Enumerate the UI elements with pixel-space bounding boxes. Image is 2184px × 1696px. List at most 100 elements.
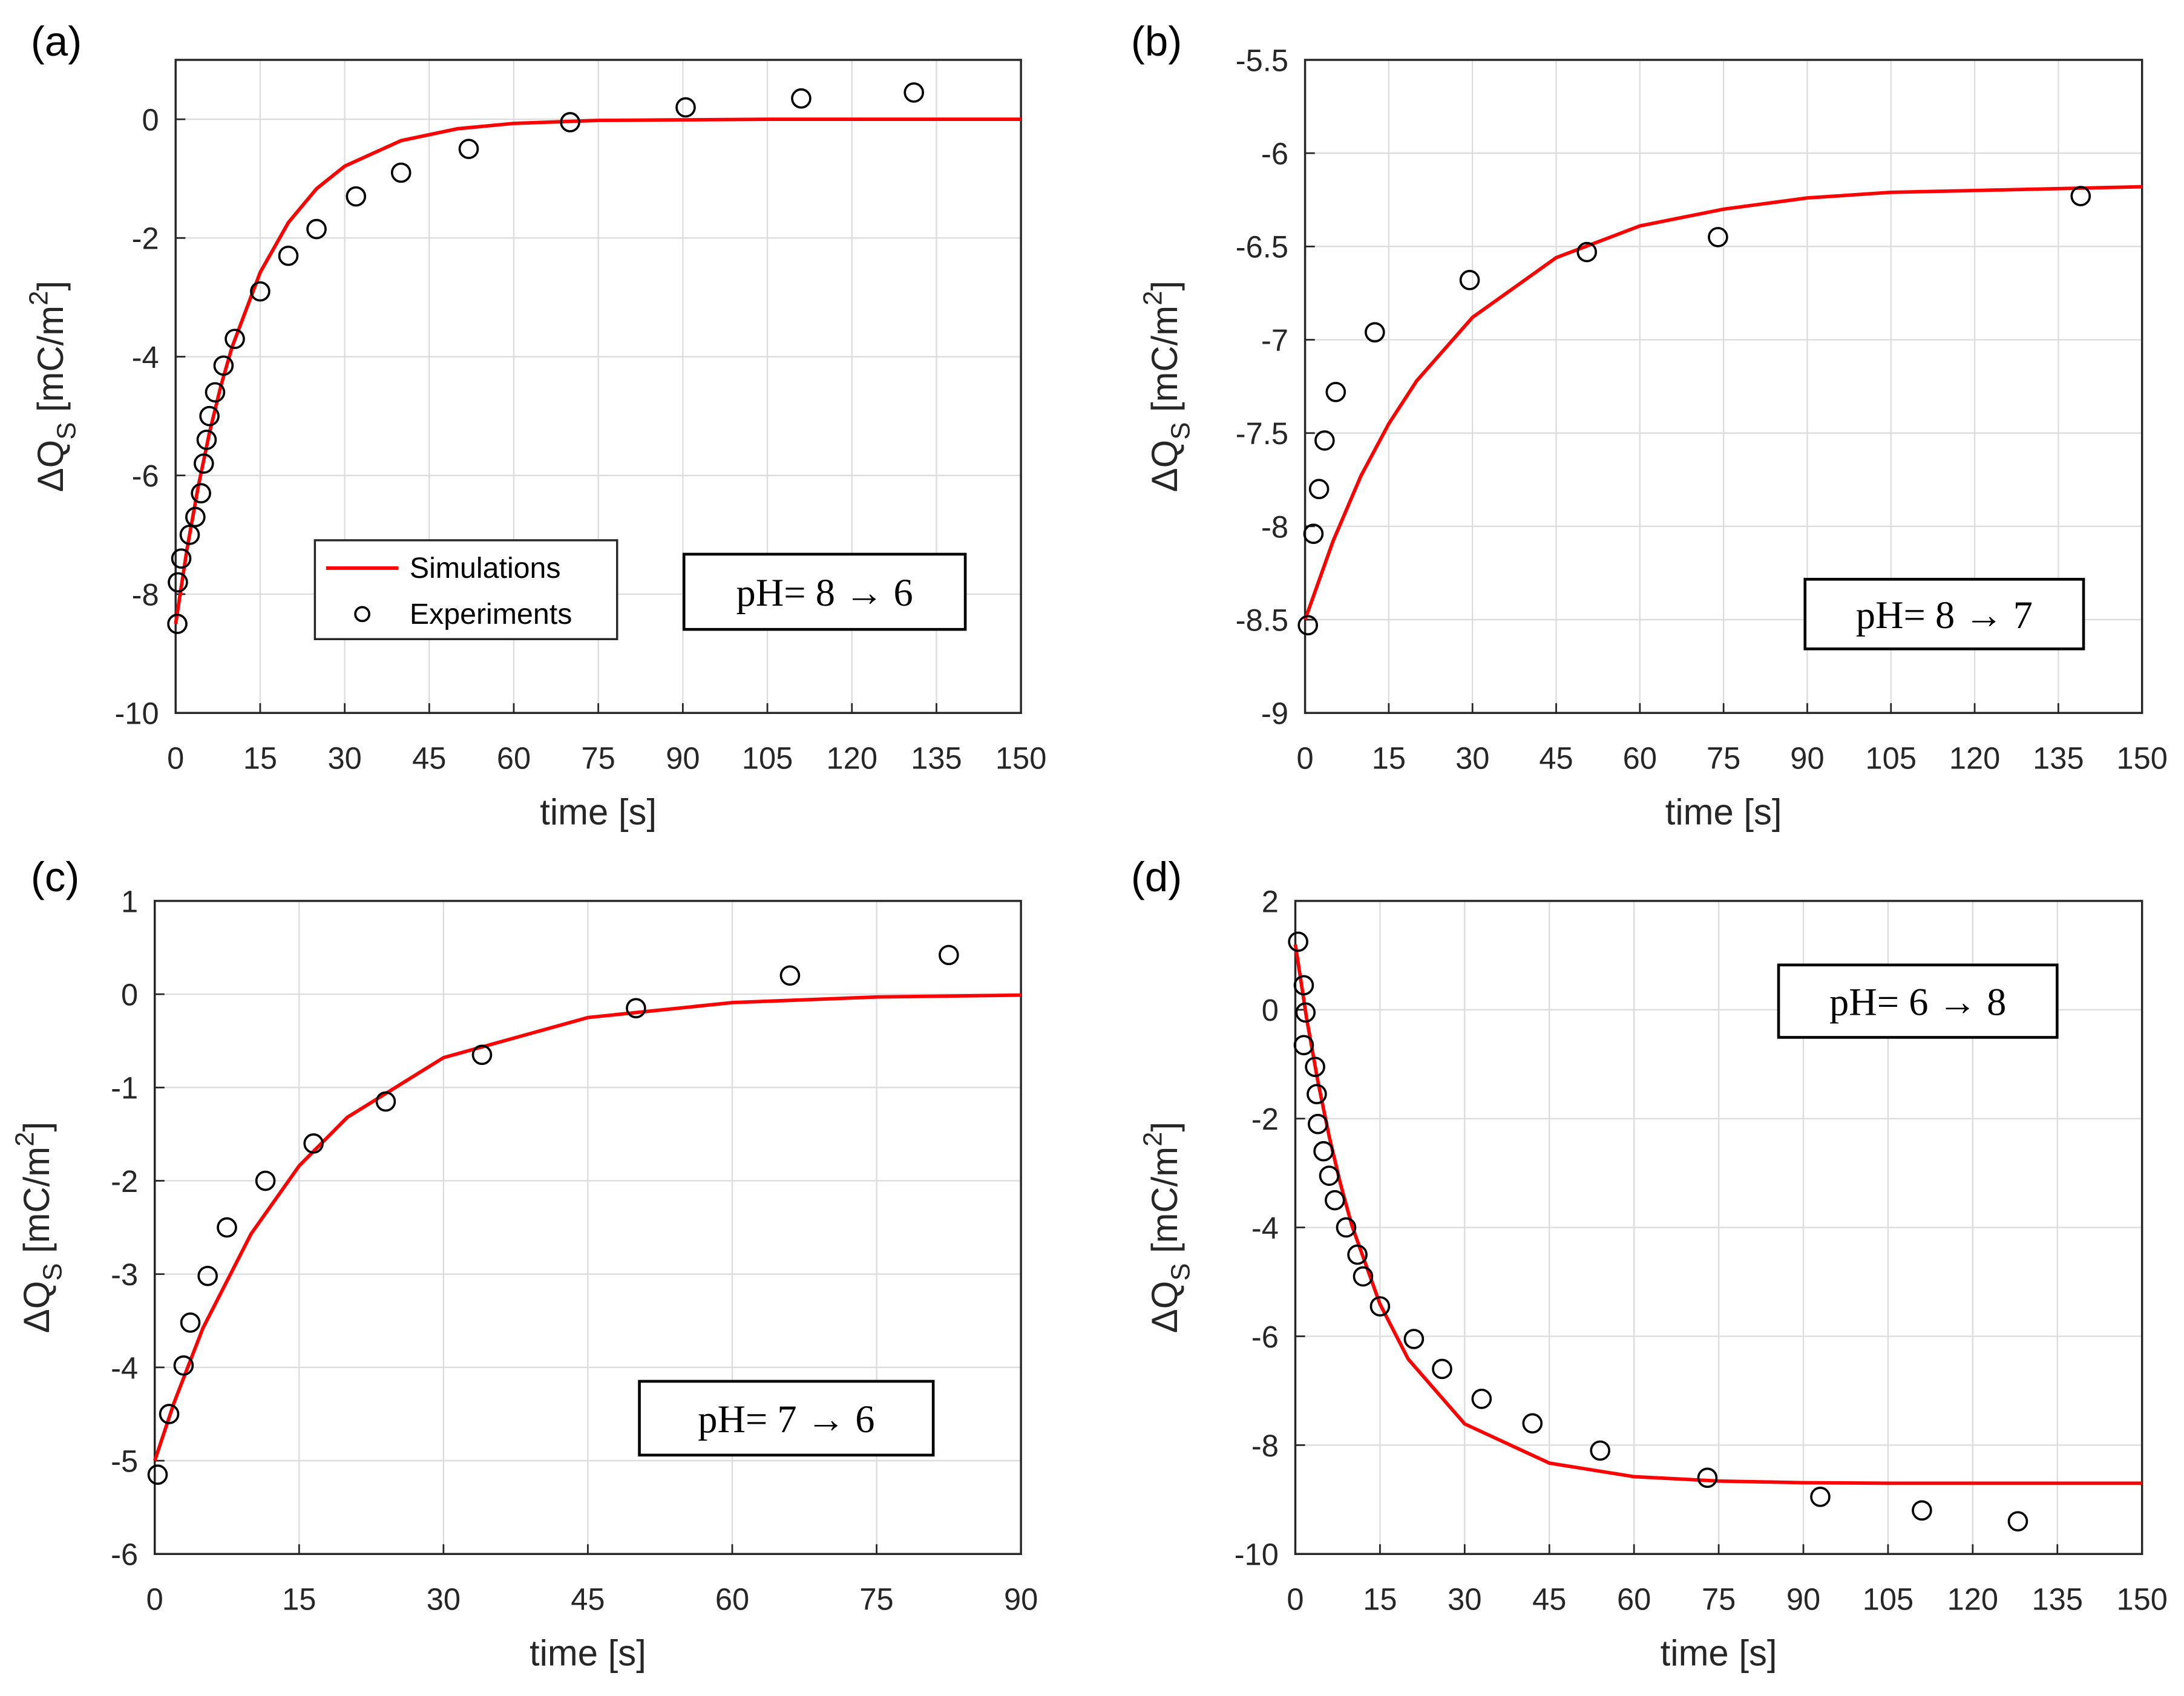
y-axis-label-part: S [38, 1263, 68, 1281]
experiment-point [199, 405, 220, 427]
y-axis-label-part: ΔQ [1144, 440, 1185, 493]
y-tick-label: -8 [1261, 509, 1288, 544]
experiment-point [1353, 1266, 1374, 1287]
y-tick-label: -2 [1251, 1102, 1279, 1136]
experiment-point [1810, 1487, 1831, 1507]
legend-box [313, 539, 618, 641]
y-tick-label: -3 [111, 1257, 138, 1292]
experiment-point [791, 88, 812, 109]
axes-box [153, 900, 1022, 1555]
x-tick-label: 45 [412, 741, 446, 775]
y-tick-label: 0 [121, 978, 138, 1012]
panel-label: (d) [1131, 854, 1182, 900]
y-axis-label-part: ] [1144, 1122, 1185, 1132]
experiment-point [1365, 322, 1385, 342]
experiment-point [278, 245, 299, 266]
experiment-point [1305, 1056, 1325, 1078]
y-axis-label-part: ΔQ [1144, 1281, 1185, 1334]
x-tick-label: 30 [427, 1582, 461, 1616]
y-tick-label: -8 [132, 577, 159, 612]
axes-box [174, 59, 1022, 714]
x-tick-label: 75 [1707, 741, 1740, 775]
y-tick-label: -10 [114, 696, 159, 731]
x-tick-label: 90 [1786, 1582, 1820, 1616]
x-tick-label: 90 [666, 741, 700, 775]
experiment-point [167, 614, 188, 634]
x-tick-label: 15 [243, 741, 277, 775]
experiment-point [180, 1312, 201, 1333]
y-tick-label: -9 [1261, 696, 1288, 731]
annotation: pH= 7 → 6 [698, 1398, 874, 1441]
panel: 0 15 30 45 60 75 90 105 120 135 150 -9 -8.5 -8 -7.5 -7 -… [1131, 18, 2168, 832]
experiment-point [197, 1265, 218, 1286]
x-tick-label: 135 [2033, 741, 2084, 775]
y-axis-label-part: S [52, 422, 82, 440]
experiment-point [560, 112, 580, 133]
x-tick-label: 75 [859, 1582, 893, 1616]
y-axis-label: ΔQS [mC/m2] [10, 1122, 68, 1333]
experiment-point [1432, 1358, 1452, 1380]
y-axis-label: ΔQS [mC/m2] [1138, 281, 1196, 492]
y-tick-label: -1 [111, 1071, 138, 1105]
y-tick-label: -6 [1261, 137, 1288, 171]
annotation: pH= 6 → 8 [1829, 981, 2006, 1024]
x-tick-label: 60 [1617, 1582, 1651, 1616]
y-tick-label: -5 [111, 1444, 138, 1478]
experiment-point [1347, 1244, 1368, 1265]
y-axis-label-part: 2 [24, 291, 54, 306]
experiment-point [2007, 1511, 2028, 1532]
experiment-point [1319, 1165, 1340, 1186]
axes-box [1294, 900, 2143, 1555]
annotation-box [682, 552, 967, 631]
experiment-point [1293, 1035, 1314, 1056]
x-tick-label: 135 [911, 741, 962, 775]
experiment-point [1590, 1440, 1611, 1461]
experiment-point [939, 945, 959, 966]
experiment-point [1324, 1190, 1345, 1211]
experiment-point [1522, 1413, 1543, 1434]
experiment-point [1403, 1329, 1425, 1349]
experiment-point [471, 1044, 493, 1066]
x-tick-label: 30 [327, 741, 361, 775]
experiment-point [171, 548, 192, 569]
y-tick-label: -8 [1251, 1429, 1279, 1463]
y-axis-label-part: S [1166, 1263, 1196, 1281]
annotation: pH= 8 → 7 [1856, 594, 2033, 637]
y-tick-label: -2 [111, 1164, 138, 1199]
experiment-point [191, 483, 211, 504]
y-tick-label: -6.5 [1236, 230, 1288, 264]
y-axis-label-part: S [1166, 422, 1196, 440]
y-tick-label: 0 [142, 102, 159, 137]
experiment-point [225, 329, 245, 349]
x-axis-label: time [s] [1661, 1632, 1777, 1673]
x-tick-label: 75 [582, 741, 615, 775]
experiment-point [779, 965, 801, 986]
experiment-point [390, 162, 412, 183]
x-tick-label: 60 [715, 1582, 749, 1616]
y-axis-label-part: ΔQ [30, 440, 71, 493]
legend-label: Experiments [410, 598, 572, 630]
y-tick-label: -7 [1261, 323, 1288, 358]
experiment-point [458, 139, 479, 159]
experiment-point [1912, 1500, 1932, 1521]
x-axis-label: time [s] [540, 791, 657, 832]
experiment-point [303, 1133, 324, 1154]
y-axis-label: ΔQS [mC/m2] [1138, 1122, 1196, 1333]
experiment-point [1303, 523, 1324, 545]
x-tick-label: 75 [1702, 1582, 1736, 1616]
experiment-point [1314, 430, 1335, 451]
x-tick-label: 15 [282, 1582, 316, 1616]
y-tick-label: -6 [111, 1537, 138, 1572]
simulation-line [1303, 185, 2142, 621]
x-tick-label: 0 [1287, 1582, 1304, 1616]
experiment-point [205, 382, 226, 403]
experiment-point [1308, 479, 1330, 500]
y-axis-label-part: ] [30, 281, 71, 291]
experiment-point [1295, 1002, 1316, 1023]
y-axis-label-part: 2 [1138, 291, 1168, 306]
x-tick-label: 45 [1532, 1582, 1566, 1616]
y-tick-label: -4 [1251, 1211, 1279, 1245]
experiment-point [1325, 382, 1346, 402]
y-tick-label: -2 [132, 221, 159, 256]
experiment-point [250, 281, 271, 302]
